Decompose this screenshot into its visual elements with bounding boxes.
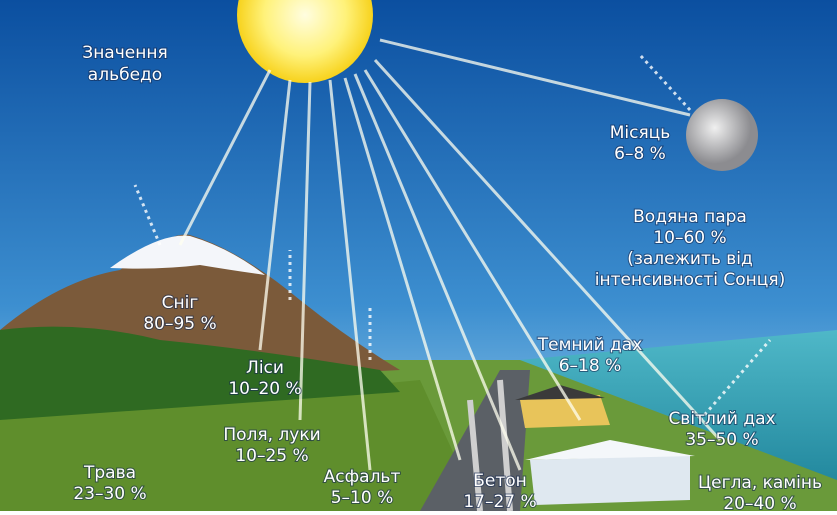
albedo-label: Асфальт [324,467,401,487]
moon [686,99,758,171]
dark-roof-house [520,395,610,428]
albedo-label: (залежить від [627,249,753,269]
albedo-diagram: Значення альбедо Місяць6–8 %Водяна пара1… [0,0,837,511]
albedo-label: 20–40 % [723,494,796,511]
albedo-label: Водяна пара [633,207,747,227]
light-roof-house [530,455,690,505]
albedo-label: Ліси [246,358,284,378]
albedo-label: 80–95 % [143,314,216,334]
albedo-label: 10–60 % [653,228,726,248]
albedo-label: Бетон [473,471,527,491]
albedo-label: Місяць [610,123,671,143]
albedo-label: Сніг [162,293,199,313]
albedo-label: 6–18 % [559,356,622,376]
albedo-label: 6–8 % [614,144,666,164]
albedo-label: 10–20 % [228,379,301,399]
albedo-label: 5–10 % [331,488,394,508]
albedo-label: Темний дах [537,335,643,355]
albedo-label: 23–30 % [73,484,146,504]
albedo-label: Поля, луки [223,425,320,445]
albedo-label: інтенсивності Сонця) [595,270,785,290]
albedo-label: Трава [83,463,136,483]
title-line: Значення [82,43,167,63]
albedo-label: Світлий дах [668,409,775,429]
albedo-label: 10–25 % [235,446,308,466]
albedo-label: 35–50 % [685,430,758,450]
albedo-label: 17–27 % [463,492,536,511]
albedo-label: Цегла, камінь [698,473,822,493]
title-line: альбедо [88,65,162,85]
